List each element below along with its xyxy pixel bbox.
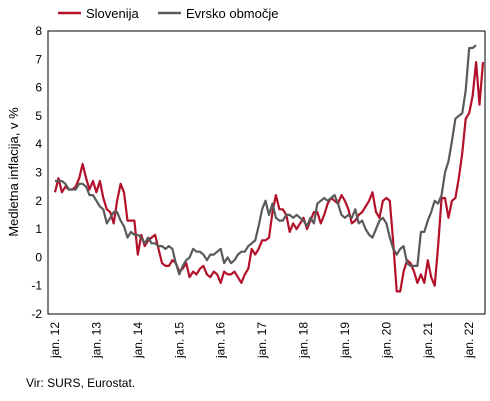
x-tick-label: jan. 15	[172, 322, 186, 359]
x-tick-label: jan. 14	[131, 322, 145, 359]
legend-label-evrsko-obmocje: Evrsko območje	[186, 6, 278, 21]
series-line-evrsko-obmocje	[55, 44, 477, 276]
y-tick-label: -1	[31, 279, 42, 293]
y-tick-label: 4	[35, 137, 42, 151]
y-tick-label: 3	[35, 166, 42, 180]
x-tick-label: jan. 19	[338, 322, 352, 359]
x-tick-label: jan. 20	[379, 322, 393, 359]
x-tick-label: jan. 16	[214, 322, 228, 359]
y-tick-label: 7	[35, 52, 42, 66]
legend: Slovenija Evrsko območje	[58, 6, 278, 21]
y-axis-title: Medletna inflacija, v %	[6, 107, 21, 237]
x-tick-label: jan. 12	[48, 322, 62, 359]
y-tick-label: 2	[35, 194, 42, 208]
x-tick-label: jan. 17	[255, 322, 269, 359]
y-tick-label: 0	[35, 250, 42, 264]
y-tick-label: -2	[31, 307, 42, 321]
y-tick-labels: -2 -1 0 1 2 3 4 5 6 7 8	[31, 24, 42, 321]
legend-label-slovenija: Slovenija	[86, 6, 140, 21]
y-tick-label: 8	[35, 24, 42, 38]
x-tick-label: jan. 13	[89, 322, 103, 359]
y-tick-label: 6	[35, 81, 42, 95]
x-tick-label: jan. 22	[462, 322, 476, 359]
x-tick-label: jan. 21	[421, 322, 435, 359]
plot-frame	[47, 30, 486, 315]
x-tick-labels: jan. 12 jan. 13 jan. 14 jan. 15 jan. 16 jan. …	[48, 322, 476, 359]
x-tick-label: jan. 18	[297, 322, 311, 359]
y-tick-label: 5	[35, 109, 42, 123]
source-note: Vir: SURS, Eurostat.	[26, 376, 136, 390]
series-lines	[53, 44, 485, 293]
y-tick-label: 1	[35, 222, 42, 236]
